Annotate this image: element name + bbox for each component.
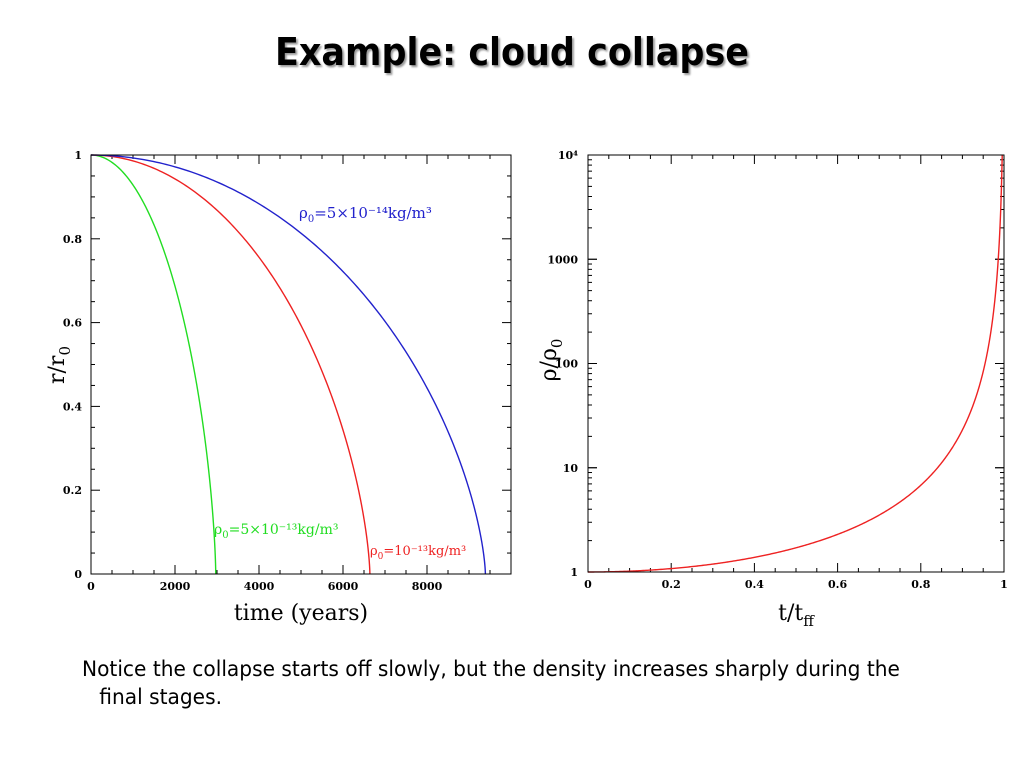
right-x-tick-label: 0.2 (662, 578, 681, 591)
density-curve (588, 155, 1003, 573)
density-vs-time-chart: 0 0.2 0.4 0.6 0.8 1 1 10 100 1000 10⁴ t/tff ρ/ρ0 (537, 149, 1008, 630)
collapse-curve-series-2 (90, 154, 487, 574)
right-y-axis-label: ρ/ρ0 (537, 339, 566, 382)
right-x-tick-label: 0 (584, 578, 592, 591)
left-y-tick-label: 1 (74, 149, 82, 162)
series-label-high-density: ρ0=5×10⁻¹³kg/m³ (214, 522, 338, 541)
left-x-axis-label: time (years) (234, 601, 368, 626)
left-x-tick-label: 8000 (412, 580, 443, 593)
left-plot-frame (90, 154, 512, 575)
right-y-tick-label: 1000 (547, 253, 578, 266)
left-x-tick-label: 4000 (244, 580, 275, 593)
right-y-tick-label: 10⁴ (558, 149, 578, 162)
series-label-low-density: ρ0=5×10⁻¹⁴kg/m³ (299, 204, 432, 225)
left-y-tick-label: 0.6 (63, 317, 82, 330)
slide-caption: Notice the collapse starts off slowly, b… (82, 657, 900, 709)
right-plot-frame (587, 154, 1005, 573)
collapse-curve-series-1 (90, 154, 371, 574)
left-y-axis-label: r/r0 (45, 346, 74, 384)
left-y-tick-label: 0.2 (63, 484, 82, 497)
collapse-curve-series-0 (90, 154, 217, 574)
radius-vs-time-chart: 0 2000 4000 6000 8000 0 0.2 0.4 0.6 0.8 1 time (ye… (45, 149, 512, 626)
left-x-tick-label: 2000 (160, 580, 191, 593)
series-label-mid-density: ρ0=10⁻¹³kg/m³ (370, 544, 466, 562)
right-x-tick-label: 1 (1000, 578, 1008, 591)
right-x-tick-label: 0.4 (745, 578, 764, 591)
left-y-tick-label: 0 (74, 568, 82, 581)
slide-title: Example: cloud collapse (274, 30, 749, 74)
left-y-tick-label: 0.4 (63, 400, 82, 413)
right-x-axis-label: t/tff (778, 601, 815, 630)
right-y-tick-label: 10 (563, 462, 579, 475)
right-x-tick-label: 0.8 (911, 578, 930, 591)
left-x-tick-label: 0 (87, 580, 95, 593)
left-y-tick-label: 0.8 (63, 233, 82, 246)
right-x-tick-label: 0.6 (828, 578, 847, 591)
right-y-tick-label: 1 (570, 566, 578, 579)
right-y-tick-label: 100 (555, 358, 578, 371)
left-x-tick-label: 6000 (328, 580, 359, 593)
